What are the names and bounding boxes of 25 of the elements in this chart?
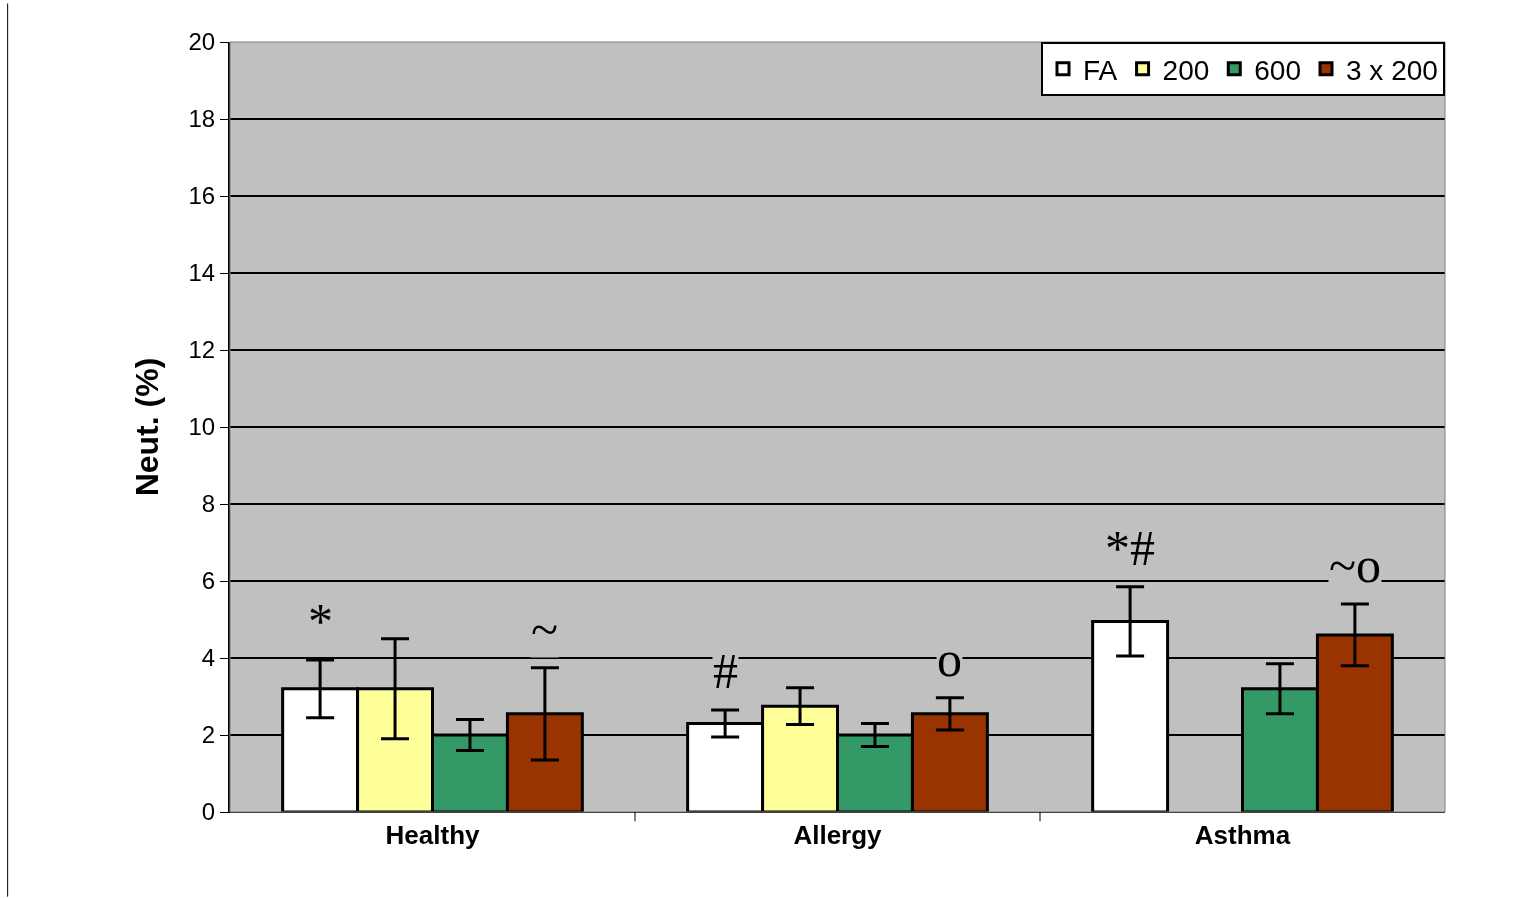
y-axis-title: Neut. (%) [129,357,166,497]
x-tick-label: Allergy [793,820,883,851]
y-tick-label: 14 [188,259,216,287]
y-tick-label: 18 [188,105,216,133]
data-label: ~o [1329,537,1382,593]
y-tick-label: 20 [188,28,216,56]
y-tick-label: 10 [188,413,216,441]
y-tick-label: 12 [188,336,216,364]
y-tick-label: 2 [201,721,216,749]
data-label: ~ [531,601,559,657]
data-label: * [308,593,333,649]
legend-label: 600 [1254,54,1301,86]
y-tick-label: 6 [201,567,216,595]
y-tick-label: 0 [201,798,216,826]
data-label: *# [1105,520,1155,576]
y-tick-label: 8 [201,490,216,518]
legend-label: FA [1083,54,1118,86]
legend-label: 200 [1162,54,1210,86]
data-label: o [937,631,962,687]
legend-label: 3 x 200 [1346,54,1438,86]
x-tick-label: Healthy [385,820,480,851]
data-label: # [713,643,738,699]
y-tick-label: 16 [188,182,216,210]
y-tick-label: 4 [201,644,216,672]
x-tick-label: Asthma [1194,820,1291,851]
